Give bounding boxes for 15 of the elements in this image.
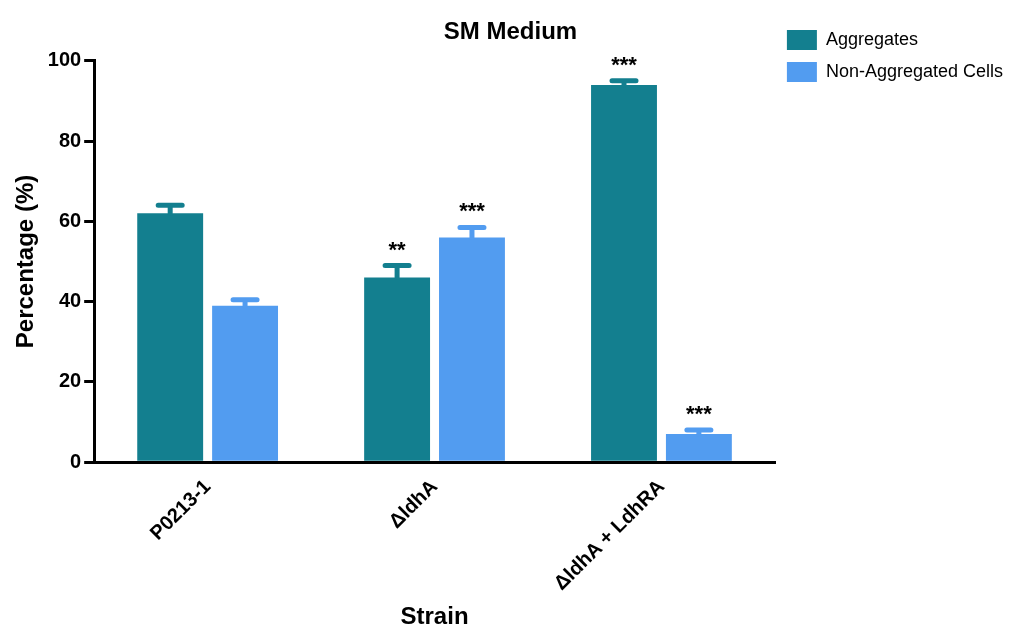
annotation: *** bbox=[611, 51, 638, 77]
y-tick-label: 20 bbox=[58, 369, 82, 392]
chart-title: SM Medium bbox=[443, 17, 578, 45]
y-axis-title: Percentage (%) bbox=[11, 174, 39, 349]
annotation: *** bbox=[459, 198, 486, 224]
y-tick-label: 0 bbox=[70, 449, 82, 472]
y-tick-label: 100 bbox=[47, 48, 82, 71]
y-tick-label: 60 bbox=[58, 208, 82, 231]
legend-label: Non-Aggregated Cells bbox=[825, 60, 1004, 81]
y-tick-label: 40 bbox=[58, 289, 82, 312]
annotation: ** bbox=[388, 236, 407, 262]
legend-label: Aggregates bbox=[825, 28, 918, 49]
x-axis-title: Strain bbox=[400, 602, 469, 630]
y-tick-label: 80 bbox=[58, 128, 82, 151]
annotation: *** bbox=[686, 401, 713, 427]
